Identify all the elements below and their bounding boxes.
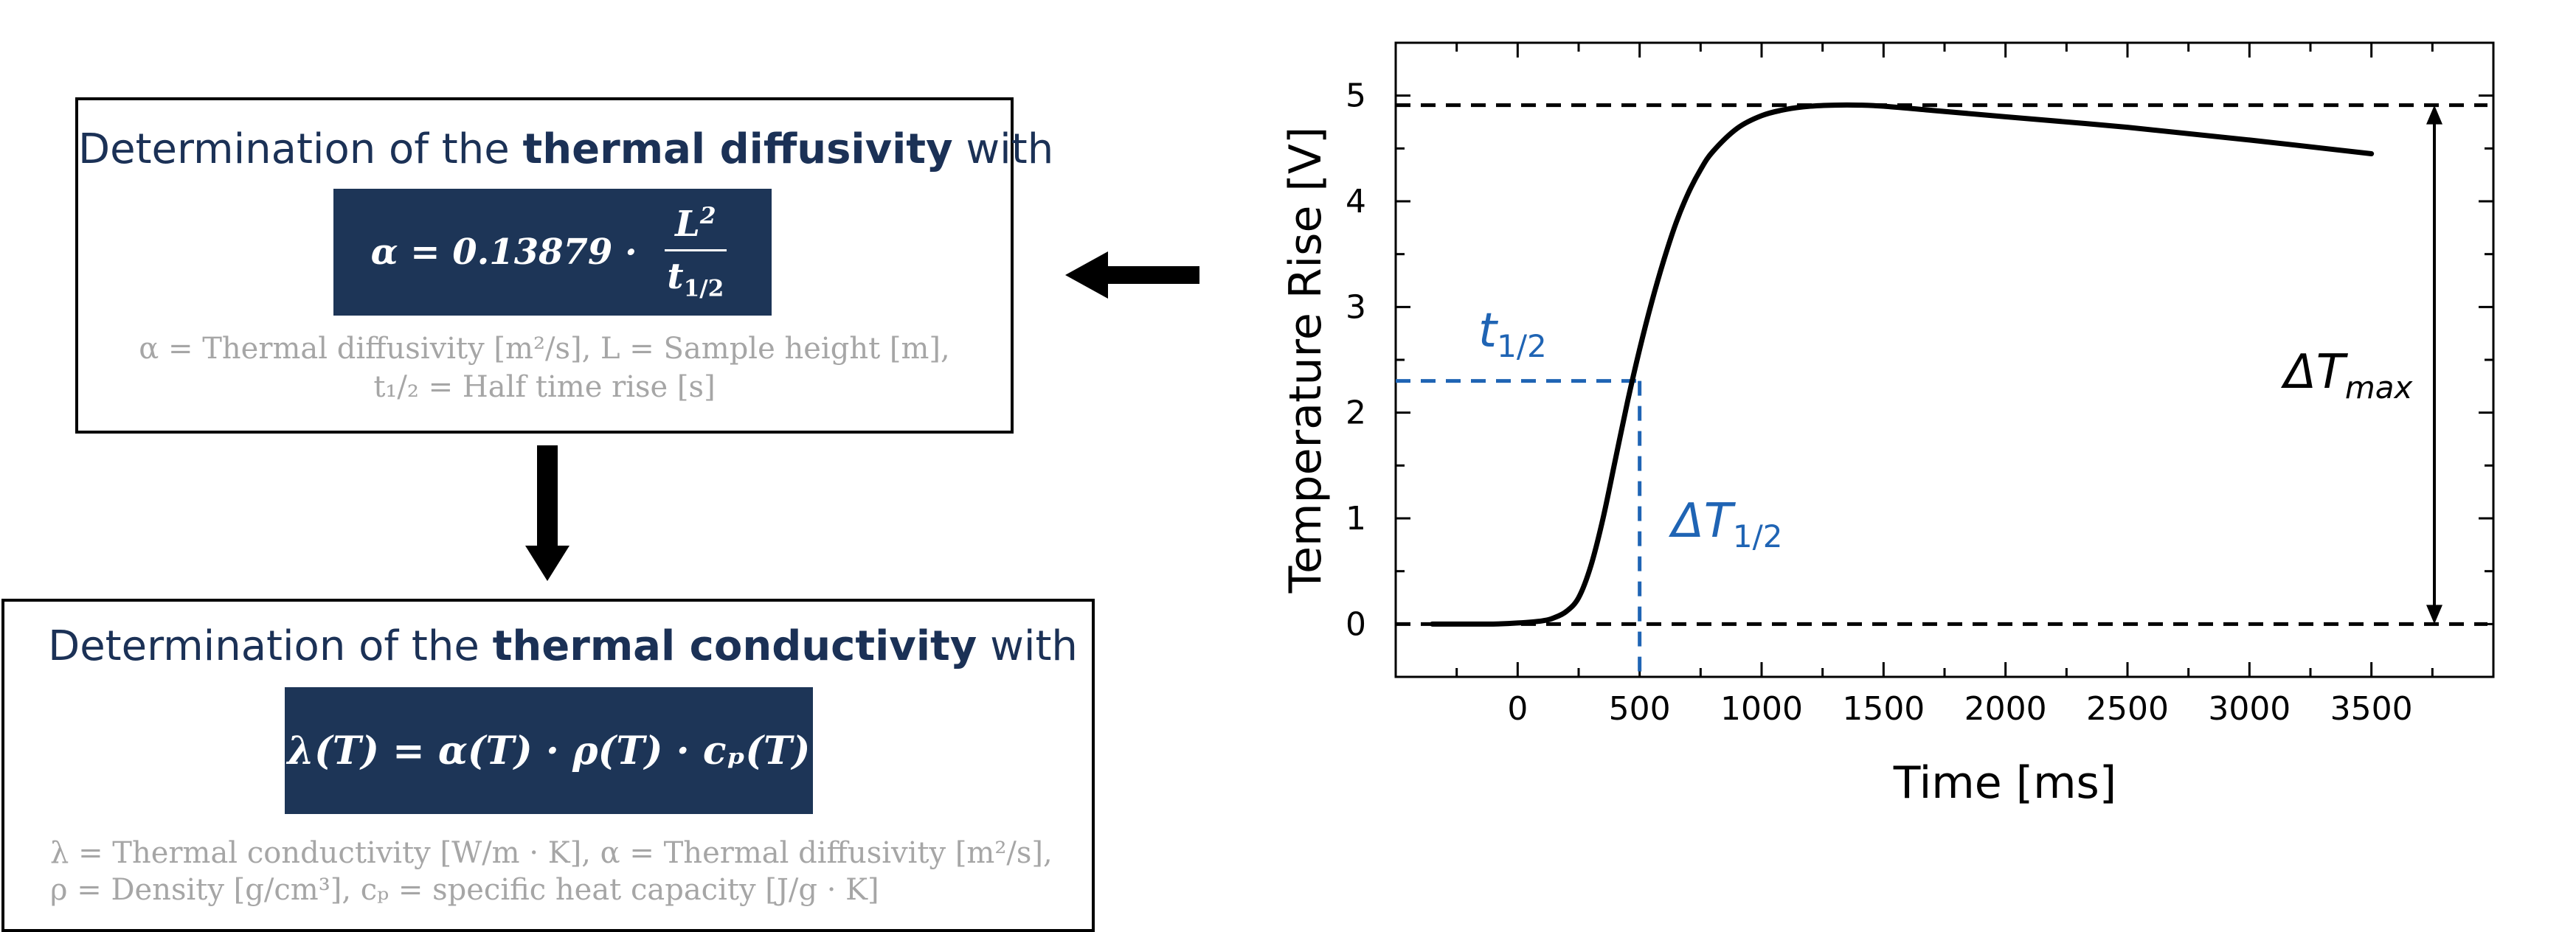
arrow-down-icon (2426, 605, 2442, 625)
diffusivity-formula-fraction: L2 t1/2 (657, 203, 734, 302)
y-ticks: 0 1 2 3 4 5 (1346, 41, 2493, 678)
conductivity-formula: λ(T) = α(T) · ρ(T) · cₚ(T) (285, 687, 813, 814)
x-tick-label: 2000 (1964, 690, 2047, 728)
diffusivity-formula: α = 0.13879 · L2 t1/2 (333, 189, 772, 316)
y-tick-label: 1 (1346, 500, 1366, 538)
diffusivity-legend-line-2: t₁/₂ = Half time rise [s] (373, 370, 716, 404)
diffusivity-formula-lhs: α = 0.13879 · (370, 232, 650, 273)
diffusivity-title-bold: thermal diffusivity (522, 125, 953, 173)
delta-t-max-arrow (2426, 105, 2442, 625)
arrow-down-icon (525, 445, 569, 581)
delta-t-max-label: ΔTmax (2280, 345, 2414, 406)
x-ticks: 0 500 1000 1500 2000 2500 3000 3500 (1394, 43, 2495, 728)
y-tick-label: 4 (1346, 183, 1366, 220)
y-tick-label: 5 (1346, 77, 1366, 115)
x-tick-label: 2500 (2086, 690, 2169, 728)
arrow-up-icon (2426, 105, 2442, 125)
x-tick-label: 1000 (1720, 690, 1803, 728)
x-axis-label: Time [ms] (1893, 757, 2116, 809)
conductivity-title-bold: thermal conductivity (492, 622, 977, 670)
diffusivity-legend-line-1: α = Thermal diffusivity [m²/s], L = Samp… (139, 332, 950, 366)
y-axis-label: Temperature Rise [V] (1280, 127, 1332, 594)
arrow-left-icon (1065, 251, 1199, 299)
temperature-rise-curve (1430, 102, 2375, 627)
diffusivity-box: Determination of the thermal diffusivity… (75, 97, 1054, 434)
x-tick-label: 3000 (2208, 690, 2291, 728)
x-tick-label: 1500 (1842, 690, 1925, 728)
y-tick-label: 0 (1346, 605, 1366, 643)
conductivity-legend-line-2: ρ = Density [g/cm³], cₚ = specific heat … (50, 873, 879, 907)
t-half-label: t1/2 (1478, 304, 1547, 364)
x-tick-label: 500 (1609, 690, 1671, 728)
conductivity-legend-line-1: λ = Thermal conductivity [W/m · K], α = … (50, 836, 1053, 870)
conductivity-box: Determination of the thermal conductivit… (1, 599, 1095, 932)
diffusivity-title: Determination of the thermal diffusivity… (78, 125, 1054, 173)
delta-t-half-label: ΔT1/2 (1668, 494, 1782, 554)
x-tick-label: 3500 (2330, 690, 2413, 728)
y-tick-label: 3 (1346, 288, 1366, 326)
y-tick-label: 2 (1346, 394, 1366, 432)
conductivity-title: Determination of the thermal conductivit… (48, 622, 1078, 670)
x-tick-label: 0 (1507, 690, 1528, 728)
